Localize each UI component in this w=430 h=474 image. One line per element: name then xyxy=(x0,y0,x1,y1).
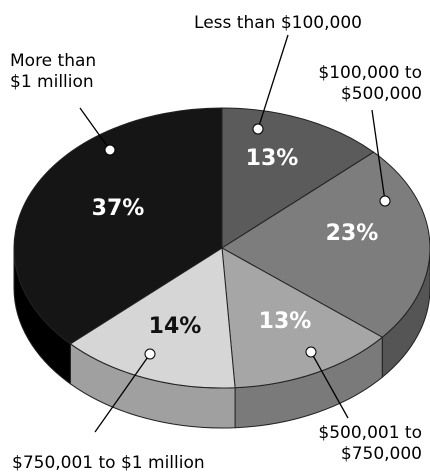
slice-value-label-1: 23% xyxy=(326,221,379,246)
slice-category-label-1: $100,000 to $500,000 xyxy=(318,63,422,104)
leader-line-3 xyxy=(94,353,151,433)
leader-dot-1 xyxy=(379,195,391,207)
slice-category-label-3: $750,001 to $1 million xyxy=(12,453,205,473)
pie-slice-0 xyxy=(221,107,375,249)
leader-line-4 xyxy=(79,107,111,151)
leader-line-2 xyxy=(310,351,349,419)
leader-dot-0 xyxy=(252,123,264,135)
slice-category-label-2: $500,001 to $750,000 xyxy=(318,423,422,464)
slice-value-label-4: 37% xyxy=(92,196,145,221)
slice-category-label-0: Less than $100,000 xyxy=(194,13,362,33)
leader-line-0 xyxy=(257,34,289,130)
slice-value-label-0: 13% xyxy=(246,146,299,171)
pie-slice-2 xyxy=(221,247,384,389)
leader-dot-3 xyxy=(144,348,156,360)
leader-dot-4 xyxy=(104,144,116,156)
slice-category-label-4: More than $1 million xyxy=(10,51,96,92)
pie-slice-3 xyxy=(69,247,236,389)
pie-slice-4 xyxy=(13,107,223,345)
leader-line-1 xyxy=(371,109,386,202)
leader-dot-2 xyxy=(305,346,317,358)
slice-value-label-2: 13% xyxy=(259,309,312,334)
slice-value-label-3: 14% xyxy=(149,314,202,339)
